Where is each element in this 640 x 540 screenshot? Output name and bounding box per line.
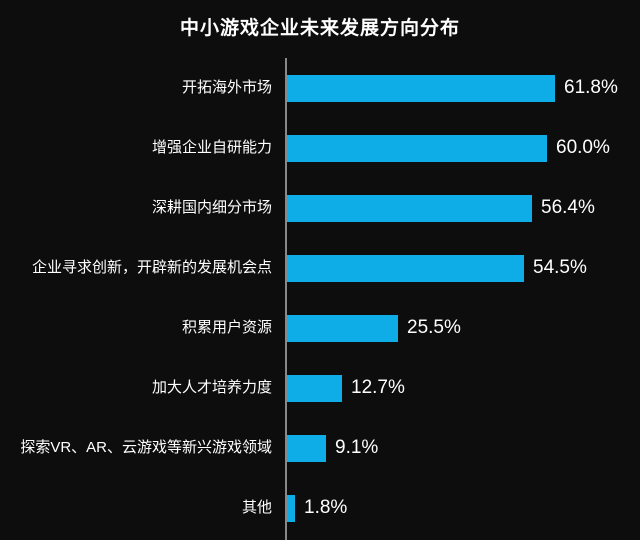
category-label: 深耕国内细分市场 [151,199,272,216]
bar-row: 开拓海外市场 61.8% [0,58,640,118]
bar-track: 54.5% [287,238,640,298]
bar-track: 12.7% [287,358,640,418]
value-label: 1.8% [304,497,348,518]
category-label: 积累用户资源 [181,319,272,336]
category-label: 加大人才培养力度 [151,379,272,396]
bar-track: 25.5% [287,298,640,358]
value-label: 9.1% [335,437,379,458]
value-label: 61.8% [564,77,618,98]
category-label: 开拓海外市场 [181,79,272,96]
category-label: 探索VR、AR、云游戏等新兴游戏领域 [20,439,272,456]
bar-track: 1.8% [287,478,640,538]
bar[interactable] [287,494,295,522]
bar-row: 增强企业自研能力 60.0% [0,118,640,178]
bar[interactable] [287,134,547,162]
bar[interactable] [287,254,524,282]
bar-row: 其他 1.8% [0,478,640,538]
bar[interactable] [287,194,532,222]
bar[interactable] [287,74,555,102]
bar-row: 深耕国内细分市场 56.4% [0,178,640,238]
bar-track: 56.4% [287,178,640,238]
value-label: 60.0% [556,137,610,158]
chart-title: 中小游戏企业未来发展方向分布 [179,18,460,39]
bar-track: 9.1% [287,418,640,478]
value-label: 54.5% [533,257,587,278]
bar-row: 积累用户资源 25.5% [0,298,640,358]
y-axis-line [285,58,287,540]
bar-row: 企业寻求创新，开辟新的发展机会点 54.5% [0,238,640,298]
bar[interactable] [287,374,342,402]
category-label: 增强企业自研能力 [151,139,272,156]
bar-track: 61.8% [287,58,640,118]
value-label: 25.5% [407,317,461,338]
bar-row: 加大人才培养力度 12.7% [0,358,640,418]
value-label: 56.4% [541,197,595,218]
bar[interactable] [287,434,326,462]
category-label: 其他 [241,499,272,516]
bar-track: 60.0% [287,118,640,178]
value-label: 12.7% [351,377,405,398]
bar-chart: 开拓海外市场 61.8% 增强企业自研能力 60.0% 深耕国内细分市场 56.4% 企业寻… [0,58,640,540]
bar-row: 探索VR、AR、云游戏等新兴游戏领域 9.1% [0,418,640,478]
bar[interactable] [287,314,398,342]
category-label: 企业寻求创新，开辟新的发展机会点 [31,259,272,276]
